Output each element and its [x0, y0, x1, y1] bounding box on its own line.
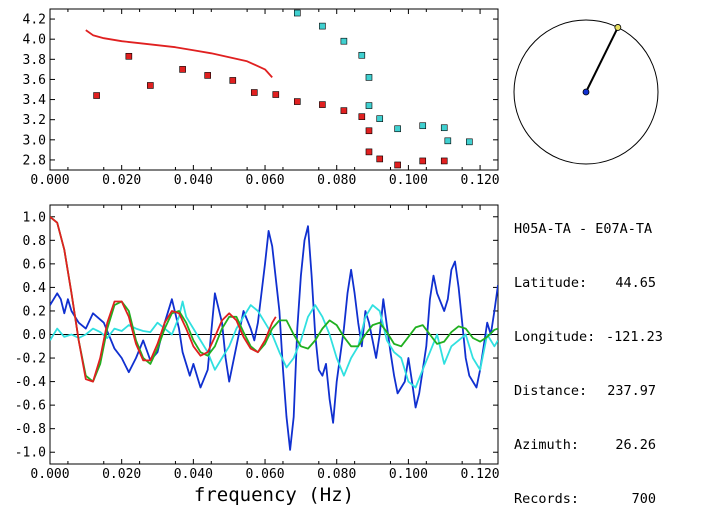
y-tick-label: 0.2 [23, 304, 46, 319]
y-tick-label: 4.0 [23, 33, 46, 48]
y-tick-label: -0.2 [15, 352, 46, 367]
distance-label: Distance: [514, 383, 588, 399]
data-marker [229, 77, 237, 84]
y-tick-label: 0.8 [23, 234, 46, 249]
y-tick-label: -0.4 [15, 375, 46, 390]
y-tick-label: -1.0 [15, 446, 46, 461]
data-marker [440, 124, 448, 132]
longitude-value: -121.23 [606, 329, 663, 345]
series-line-2 [50, 300, 498, 389]
y-tick-label: -0.6 [15, 399, 46, 414]
azimuth-row: Azimuth: 26.26 [514, 436, 656, 454]
records-label: Records: [514, 491, 580, 507]
data-marker [358, 51, 366, 59]
latitude-row: Latitude: 44.65 [514, 274, 656, 292]
latitude-label: Latitude: [514, 275, 588, 291]
x-tick-label: 0.000 [30, 173, 69, 188]
data-marker [293, 9, 301, 17]
y-tick-label: -0.8 [15, 422, 46, 437]
x-tick-label: 0.080 [317, 173, 356, 188]
y-tick-label: 2.8 [23, 153, 46, 168]
x-axis-title: frequency (Hz) [194, 484, 354, 506]
data-marker [204, 72, 211, 79]
latitude-value: 44.65 [615, 275, 656, 291]
y-tick-label: 3.4 [23, 93, 47, 108]
azimuth-label: Azimuth: [514, 437, 580, 453]
station-pair: H05A-TA - E07A-TA [514, 221, 653, 237]
data-marker [440, 157, 448, 165]
y-tick-label: 4.2 [23, 13, 46, 28]
distance-row: Distance: 237.97 [514, 382, 656, 400]
chart-panel-2: 0.000 0.020 0.040 0.060 0.080 0.100 0.120 1.0 0.… [15, 204, 500, 506]
data-marker [394, 125, 401, 133]
data-marker [365, 127, 373, 135]
y-tick-label: 0.6 [23, 257, 46, 272]
x-tick-label: 0.080 [317, 467, 356, 482]
data-marker [419, 122, 427, 130]
x-tick-label: 0.000 [30, 467, 69, 482]
y-tick-label: 0.4 [23, 281, 47, 296]
data-marker [365, 102, 373, 109]
data-marker [466, 138, 473, 146]
data-marker [394, 161, 401, 169]
data-marker [250, 89, 258, 96]
azimuth-needle [585, 26, 619, 93]
plot-data-area [50, 216, 498, 451]
x-tick-label: 0.020 [102, 467, 141, 482]
series-line-4 [50, 216, 277, 383]
records-row: Records: 700 [514, 490, 656, 508]
series-line-3 [85, 29, 273, 79]
data-marker [179, 66, 186, 73]
y-tick-label: 3.2 [23, 113, 46, 128]
distance-value: 237.97 [607, 383, 656, 399]
y-tick-label: 3.6 [23, 73, 46, 88]
x-tick-label: 0.020 [102, 173, 141, 188]
azimuth-dial [513, 19, 659, 165]
x-tick-label: 0.100 [389, 173, 428, 188]
data-marker [376, 115, 384, 122]
azimuth-value: 26.26 [615, 437, 656, 453]
data-marker [93, 92, 100, 99]
data-marker [365, 148, 373, 156]
x-tick-label: 0.060 [245, 467, 284, 482]
station-target-dot [614, 24, 622, 31]
plot-data-area [85, 9, 473, 169]
data-marker [376, 155, 384, 163]
longitude-label: Longitude: [514, 329, 596, 345]
x-tick-label: 0.040 [174, 173, 213, 188]
data-marker [293, 98, 301, 105]
plot-frame [49, 8, 499, 171]
data-marker [365, 74, 373, 81]
data-marker [147, 82, 154, 89]
data-marker [444, 137, 452, 145]
dial-circle [513, 19, 659, 165]
station-origin-dot [582, 88, 590, 96]
data-marker [319, 22, 326, 30]
x-tick-label: 0.120 [461, 467, 500, 482]
data-marker [340, 107, 348, 114]
longitude-row: Longitude: -121.23 [514, 328, 663, 346]
chart-panel-1: 0.000 0.020 0.040 0.060 0.080 0.100 0.120 2.8 3.… [23, 8, 500, 188]
x-tick-label: 0.060 [245, 173, 284, 188]
data-marker [319, 101, 326, 108]
data-marker [125, 52, 133, 60]
x-tick-label: 0.120 [461, 173, 500, 188]
data-marker [272, 91, 280, 98]
records-value: 700 [631, 491, 656, 507]
data-marker [419, 157, 427, 165]
y-tick-label: 0.0 [23, 328, 46, 343]
data-marker [358, 113, 366, 120]
data-marker [340, 37, 348, 45]
y-tick-label: 3.8 [23, 53, 46, 68]
x-tick-label: 0.040 [174, 467, 213, 482]
y-tick-label: 3.0 [23, 133, 46, 148]
y-tick-label: 1.0 [23, 210, 46, 225]
x-tick-label: 0.100 [389, 467, 428, 482]
info-panel: H05A-TA - E07A-TA Latitude: 44.65 Longitu… [514, 184, 663, 526]
series-line-3 [50, 216, 498, 383]
